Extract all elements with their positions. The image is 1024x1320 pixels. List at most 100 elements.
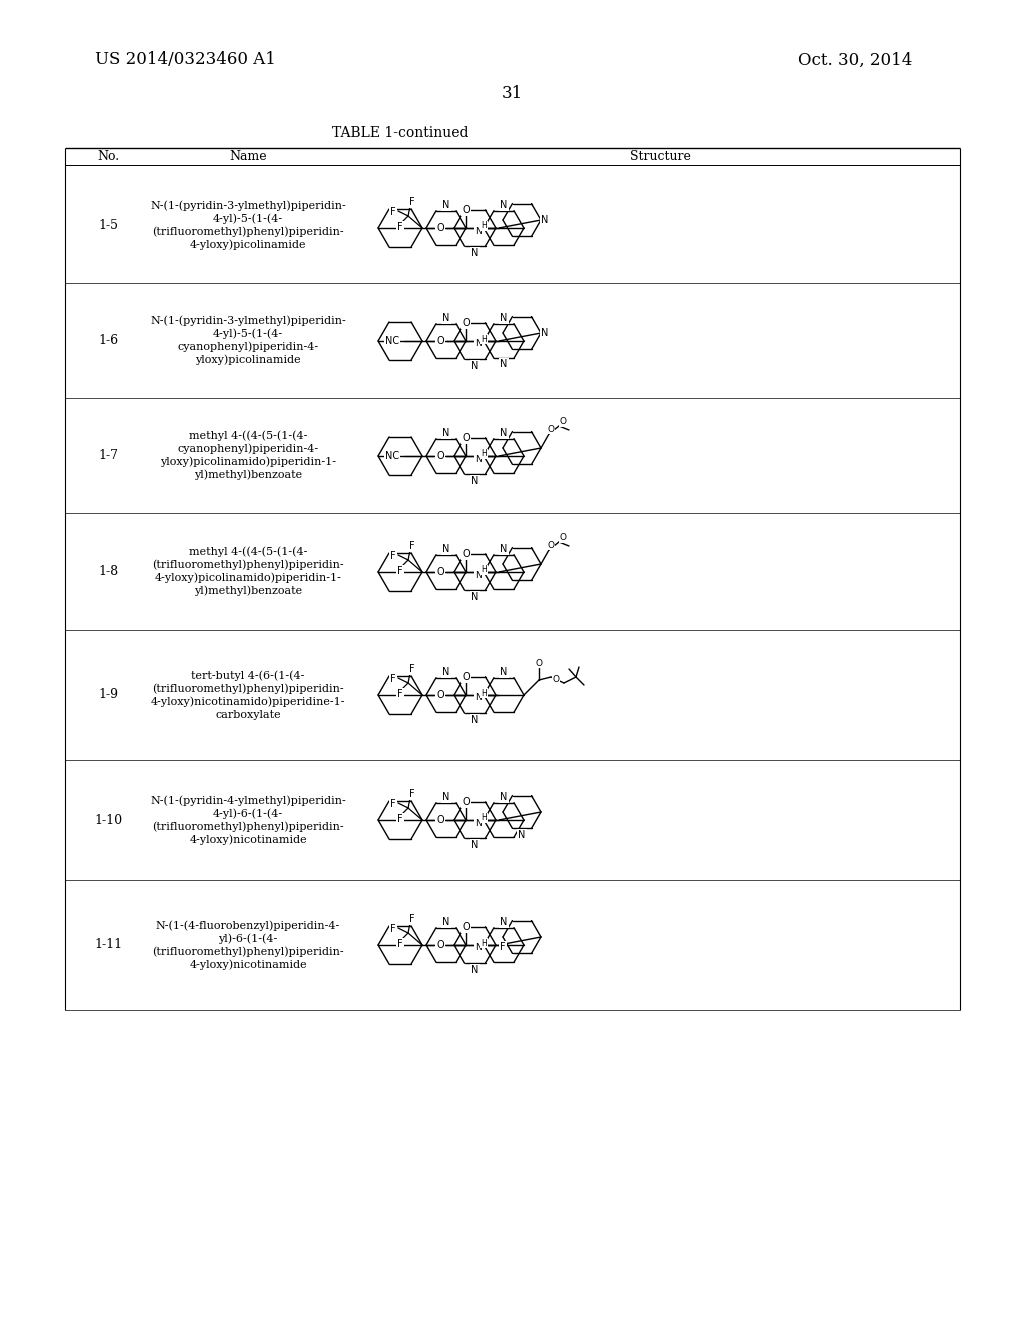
Text: F: F [390,675,396,684]
Text: 1-9: 1-9 [98,689,118,701]
Text: F: F [390,550,396,561]
Text: F: F [410,664,415,675]
Text: N-(1-(pyridin-3-ylmethyl)piperidin-: N-(1-(pyridin-3-ylmethyl)piperidin- [151,201,346,211]
Text: (trifluoromethyl)phenyl)piperidin-: (trifluoromethyl)phenyl)piperidin- [153,227,344,238]
Text: carboxylate: carboxylate [215,710,281,719]
Text: F: F [390,799,396,809]
Text: N: N [518,830,525,840]
Text: O: O [462,549,470,558]
Text: 1-6: 1-6 [98,334,118,347]
Text: N-(1-(4-fluorobenzyl)piperidin-4-: N-(1-(4-fluorobenzyl)piperidin-4- [156,920,340,931]
Text: O: O [559,417,566,426]
Text: tert-butyl 4-(6-(1-(4-: tert-butyl 4-(6-(1-(4- [191,671,305,681]
Text: methyl 4-((4-(5-(1-(4-: methyl 4-((4-(5-(1-(4- [188,430,307,441]
Text: N: N [475,944,481,953]
Text: N: N [442,667,450,677]
Text: N: N [471,965,478,975]
Text: F: F [500,942,506,952]
Text: (trifluoromethyl)phenyl)piperidin-: (trifluoromethyl)phenyl)piperidin- [153,560,344,570]
Text: 1-8: 1-8 [98,565,118,578]
Text: O: O [462,672,470,682]
Text: F: F [397,689,402,700]
Text: O: O [436,451,443,461]
Text: O: O [548,425,555,433]
Text: NC: NC [385,337,399,346]
Text: N: N [501,201,508,210]
Text: yloxy)picolinamide: yloxy)picolinamide [196,355,301,366]
Text: N: N [501,428,508,438]
Text: F: F [397,566,402,576]
Text: N: N [442,792,450,803]
Text: (trifluoromethyl)phenyl)piperidin-: (trifluoromethyl)phenyl)piperidin- [153,684,344,694]
Text: N-(1-(pyridin-4-ylmethyl)piperidin-: N-(1-(pyridin-4-ylmethyl)piperidin- [151,795,346,805]
Text: O: O [462,921,470,932]
Text: 4-yloxy)picolinamido)piperidin-1-: 4-yloxy)picolinamido)piperidin-1- [155,573,341,583]
Text: No.: No. [97,150,119,164]
Text: F: F [410,541,415,550]
Text: N: N [475,227,481,235]
Text: O: O [462,433,470,444]
Text: N: N [471,715,478,725]
Text: F: F [397,814,402,824]
Text: O: O [559,533,566,543]
Text: yl)-6-(1-(4-: yl)-6-(1-(4- [218,933,278,944]
Text: N: N [442,917,450,927]
Text: 1-7: 1-7 [98,449,118,462]
Text: yloxy)picolinamido)piperidin-1-: yloxy)picolinamido)piperidin-1- [160,457,336,467]
Text: Name: Name [229,150,267,164]
Text: H: H [481,939,486,948]
Text: F: F [410,913,415,924]
Text: N: N [475,818,481,828]
Text: H: H [481,813,486,822]
Text: N: N [471,840,478,850]
Text: H: H [481,222,486,231]
Text: 4-yloxy)nicotinamide: 4-yloxy)nicotinamide [189,834,307,845]
Text: N: N [501,544,508,554]
Text: N: N [501,313,508,323]
Text: TABLE 1-continued: TABLE 1-continued [332,125,468,140]
Text: O: O [462,318,470,327]
Text: cyanophenyl)piperidin-4-: cyanophenyl)piperidin-4- [177,342,318,352]
Text: O: O [436,223,443,234]
Text: NC: NC [385,451,399,461]
Text: N: N [501,792,508,803]
Text: 31: 31 [502,84,522,102]
Text: Structure: Structure [630,150,690,164]
Text: 4-yl)-5-(1-(4-: 4-yl)-5-(1-(4- [213,329,283,339]
Text: O: O [436,568,443,577]
Text: O: O [462,797,470,807]
Text: (trifluoromethyl)phenyl)piperidin-: (trifluoromethyl)phenyl)piperidin- [153,821,344,832]
Text: methyl 4-((4-(5-(1-(4-: methyl 4-((4-(5-(1-(4- [188,546,307,557]
Text: N: N [442,313,450,323]
Text: N: N [501,917,508,927]
Text: N: N [471,248,478,257]
Text: 1-5: 1-5 [98,219,118,232]
Text: 4-yloxy)nicotinamide: 4-yloxy)nicotinamide [189,960,307,970]
Text: O: O [462,205,470,215]
Text: H: H [481,334,486,343]
Text: O: O [436,814,443,825]
Text: O: O [436,690,443,700]
Text: N: N [442,428,450,438]
Text: N: N [471,591,478,602]
Text: F: F [390,207,396,216]
Text: 4-yl)-6-(1-(4-: 4-yl)-6-(1-(4- [213,808,283,818]
Text: 4-yloxy)nicotinamido)piperidine-1-: 4-yloxy)nicotinamido)piperidine-1- [151,696,345,706]
Text: F: F [410,197,415,207]
Text: H: H [481,689,486,697]
Text: 4-yl)-5-(1-(4-: 4-yl)-5-(1-(4- [213,214,283,224]
Text: N: N [542,215,549,224]
Text: O: O [553,675,559,684]
Text: O: O [536,659,543,668]
Text: yl)methyl)benzoate: yl)methyl)benzoate [194,586,302,597]
Text: O: O [548,540,555,549]
Text: O: O [436,337,443,346]
Text: F: F [410,789,415,799]
Text: N: N [475,693,481,702]
Text: F: F [397,939,402,949]
Text: US 2014/0323460 A1: US 2014/0323460 A1 [94,51,275,69]
Text: yl)methyl)benzoate: yl)methyl)benzoate [194,470,302,480]
Text: N: N [442,544,450,554]
Text: (trifluoromethyl)phenyl)piperidin-: (trifluoromethyl)phenyl)piperidin- [153,946,344,957]
Text: N: N [475,339,481,348]
